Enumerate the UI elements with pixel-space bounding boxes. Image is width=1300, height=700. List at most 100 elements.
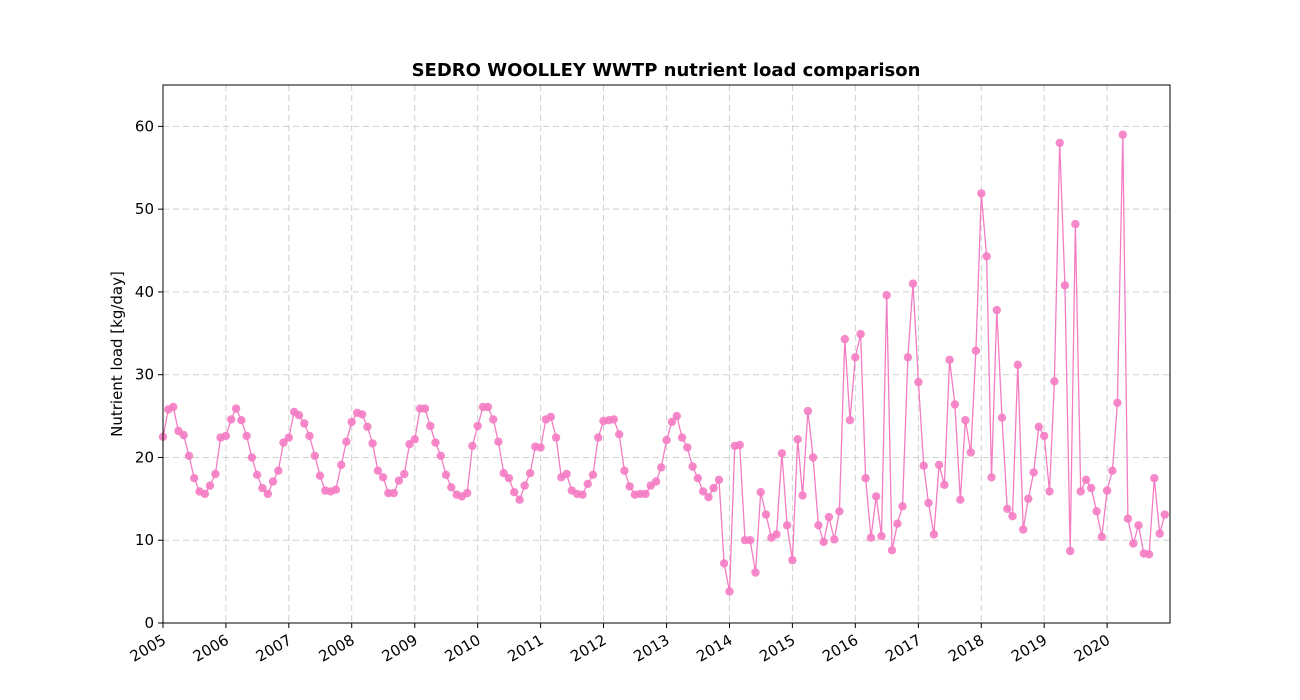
data-point: [1097, 532, 1107, 542]
y-tick-label: 60: [135, 117, 154, 135]
data-point: [662, 435, 671, 445]
data-point: [657, 463, 666, 472]
data-point: [704, 493, 713, 502]
data-point: [237, 416, 246, 425]
data-point: [746, 536, 755, 545]
data-point: [1060, 281, 1070, 290]
data-point: [1024, 494, 1033, 503]
data-point: [698, 487, 708, 496]
grid: [162, 85, 1170, 624]
data-point: [1076, 487, 1085, 496]
data-point: [677, 433, 687, 442]
data-point: [499, 469, 508, 478]
y-axis-label: Nutrient load [kg/day]: [108, 271, 126, 437]
data-point: [258, 483, 267, 493]
data-point: [966, 448, 975, 457]
data-point: [830, 535, 839, 544]
data-point: [588, 470, 598, 479]
data-point: [342, 437, 351, 446]
data-point: [205, 481, 215, 490]
data-point: [310, 451, 319, 460]
data-point: [934, 460, 944, 470]
data-point: [761, 510, 771, 519]
data-point: [709, 483, 718, 493]
data-point: [950, 400, 960, 409]
data-point: [200, 489, 210, 499]
data-point: [987, 473, 996, 482]
data-point: [819, 537, 828, 547]
data-point: [971, 346, 981, 355]
data-point: [1055, 138, 1064, 148]
data-point: [252, 470, 262, 479]
data-point: [400, 469, 409, 479]
data-point: [447, 483, 456, 492]
data-point: [788, 555, 797, 565]
data-point: [793, 435, 802, 444]
data-point: [914, 377, 923, 387]
y-tick-label: 10: [135, 531, 154, 549]
data-point: [294, 411, 304, 420]
data-point: [227, 415, 236, 424]
x-tick-label: 2014: [693, 631, 735, 666]
data-point: [562, 469, 571, 479]
data-point: [274, 466, 283, 475]
data-point: [1108, 466, 1117, 475]
data-point: [772, 530, 781, 539]
data-point: [908, 279, 918, 288]
data-point: [977, 189, 986, 198]
y-tick-label: 40: [135, 283, 154, 301]
data-point: [489, 415, 498, 424]
data-point: [1144, 550, 1154, 559]
data-point: [190, 474, 199, 483]
data-point: [284, 433, 293, 442]
data-point: [756, 488, 765, 497]
data-point: [877, 531, 886, 541]
x-tick-label: 2013: [631, 631, 673, 666]
y-axis: 0 10 20 30 40 50 60: [135, 117, 163, 632]
data-point: [725, 587, 734, 596]
data-point: [525, 469, 535, 478]
x-tick-label: 2012: [567, 631, 609, 666]
data-point: [247, 453, 257, 462]
data-point: [856, 329, 865, 339]
data-point: [956, 495, 965, 504]
data-point: [751, 568, 760, 577]
x-tick-label: 2009: [379, 631, 421, 666]
data-point: [672, 411, 681, 421]
data-point: [1013, 360, 1022, 369]
data-point: [893, 519, 902, 528]
data-point: [389, 488, 398, 498]
y-tick-label: 50: [135, 200, 154, 218]
data-point: [431, 438, 440, 447]
x-tick-label: 2005: [127, 631, 169, 666]
data-point: [961, 416, 970, 425]
data-point: [231, 404, 241, 413]
x-tick-label: 2019: [1008, 631, 1050, 666]
data-point: [803, 406, 813, 416]
data-point: [378, 473, 388, 482]
data-point: [945, 355, 954, 364]
data-point: [1019, 525, 1028, 534]
x-tick-label: 2018: [945, 631, 987, 666]
data-point: [898, 502, 907, 511]
data-point: [468, 441, 477, 451]
data-point: [263, 489, 272, 499]
data-point: [641, 489, 650, 499]
series-layer: [158, 130, 1170, 596]
data-point: [845, 416, 855, 425]
data-point: [1040, 431, 1049, 441]
data-point: [315, 471, 325, 480]
data-point: [903, 353, 913, 362]
data-point: [887, 546, 897, 555]
chart-title: SEDRO WOOLLEY WWTP nutrient load compari…: [412, 60, 921, 81]
data-point: [331, 485, 341, 494]
data-point: [368, 439, 377, 448]
data-point: [357, 410, 367, 419]
data-point: [504, 474, 514, 483]
data-point: [279, 438, 288, 447]
data-point: [483, 402, 493, 412]
data-point: [835, 507, 844, 516]
data-point: [929, 530, 939, 539]
